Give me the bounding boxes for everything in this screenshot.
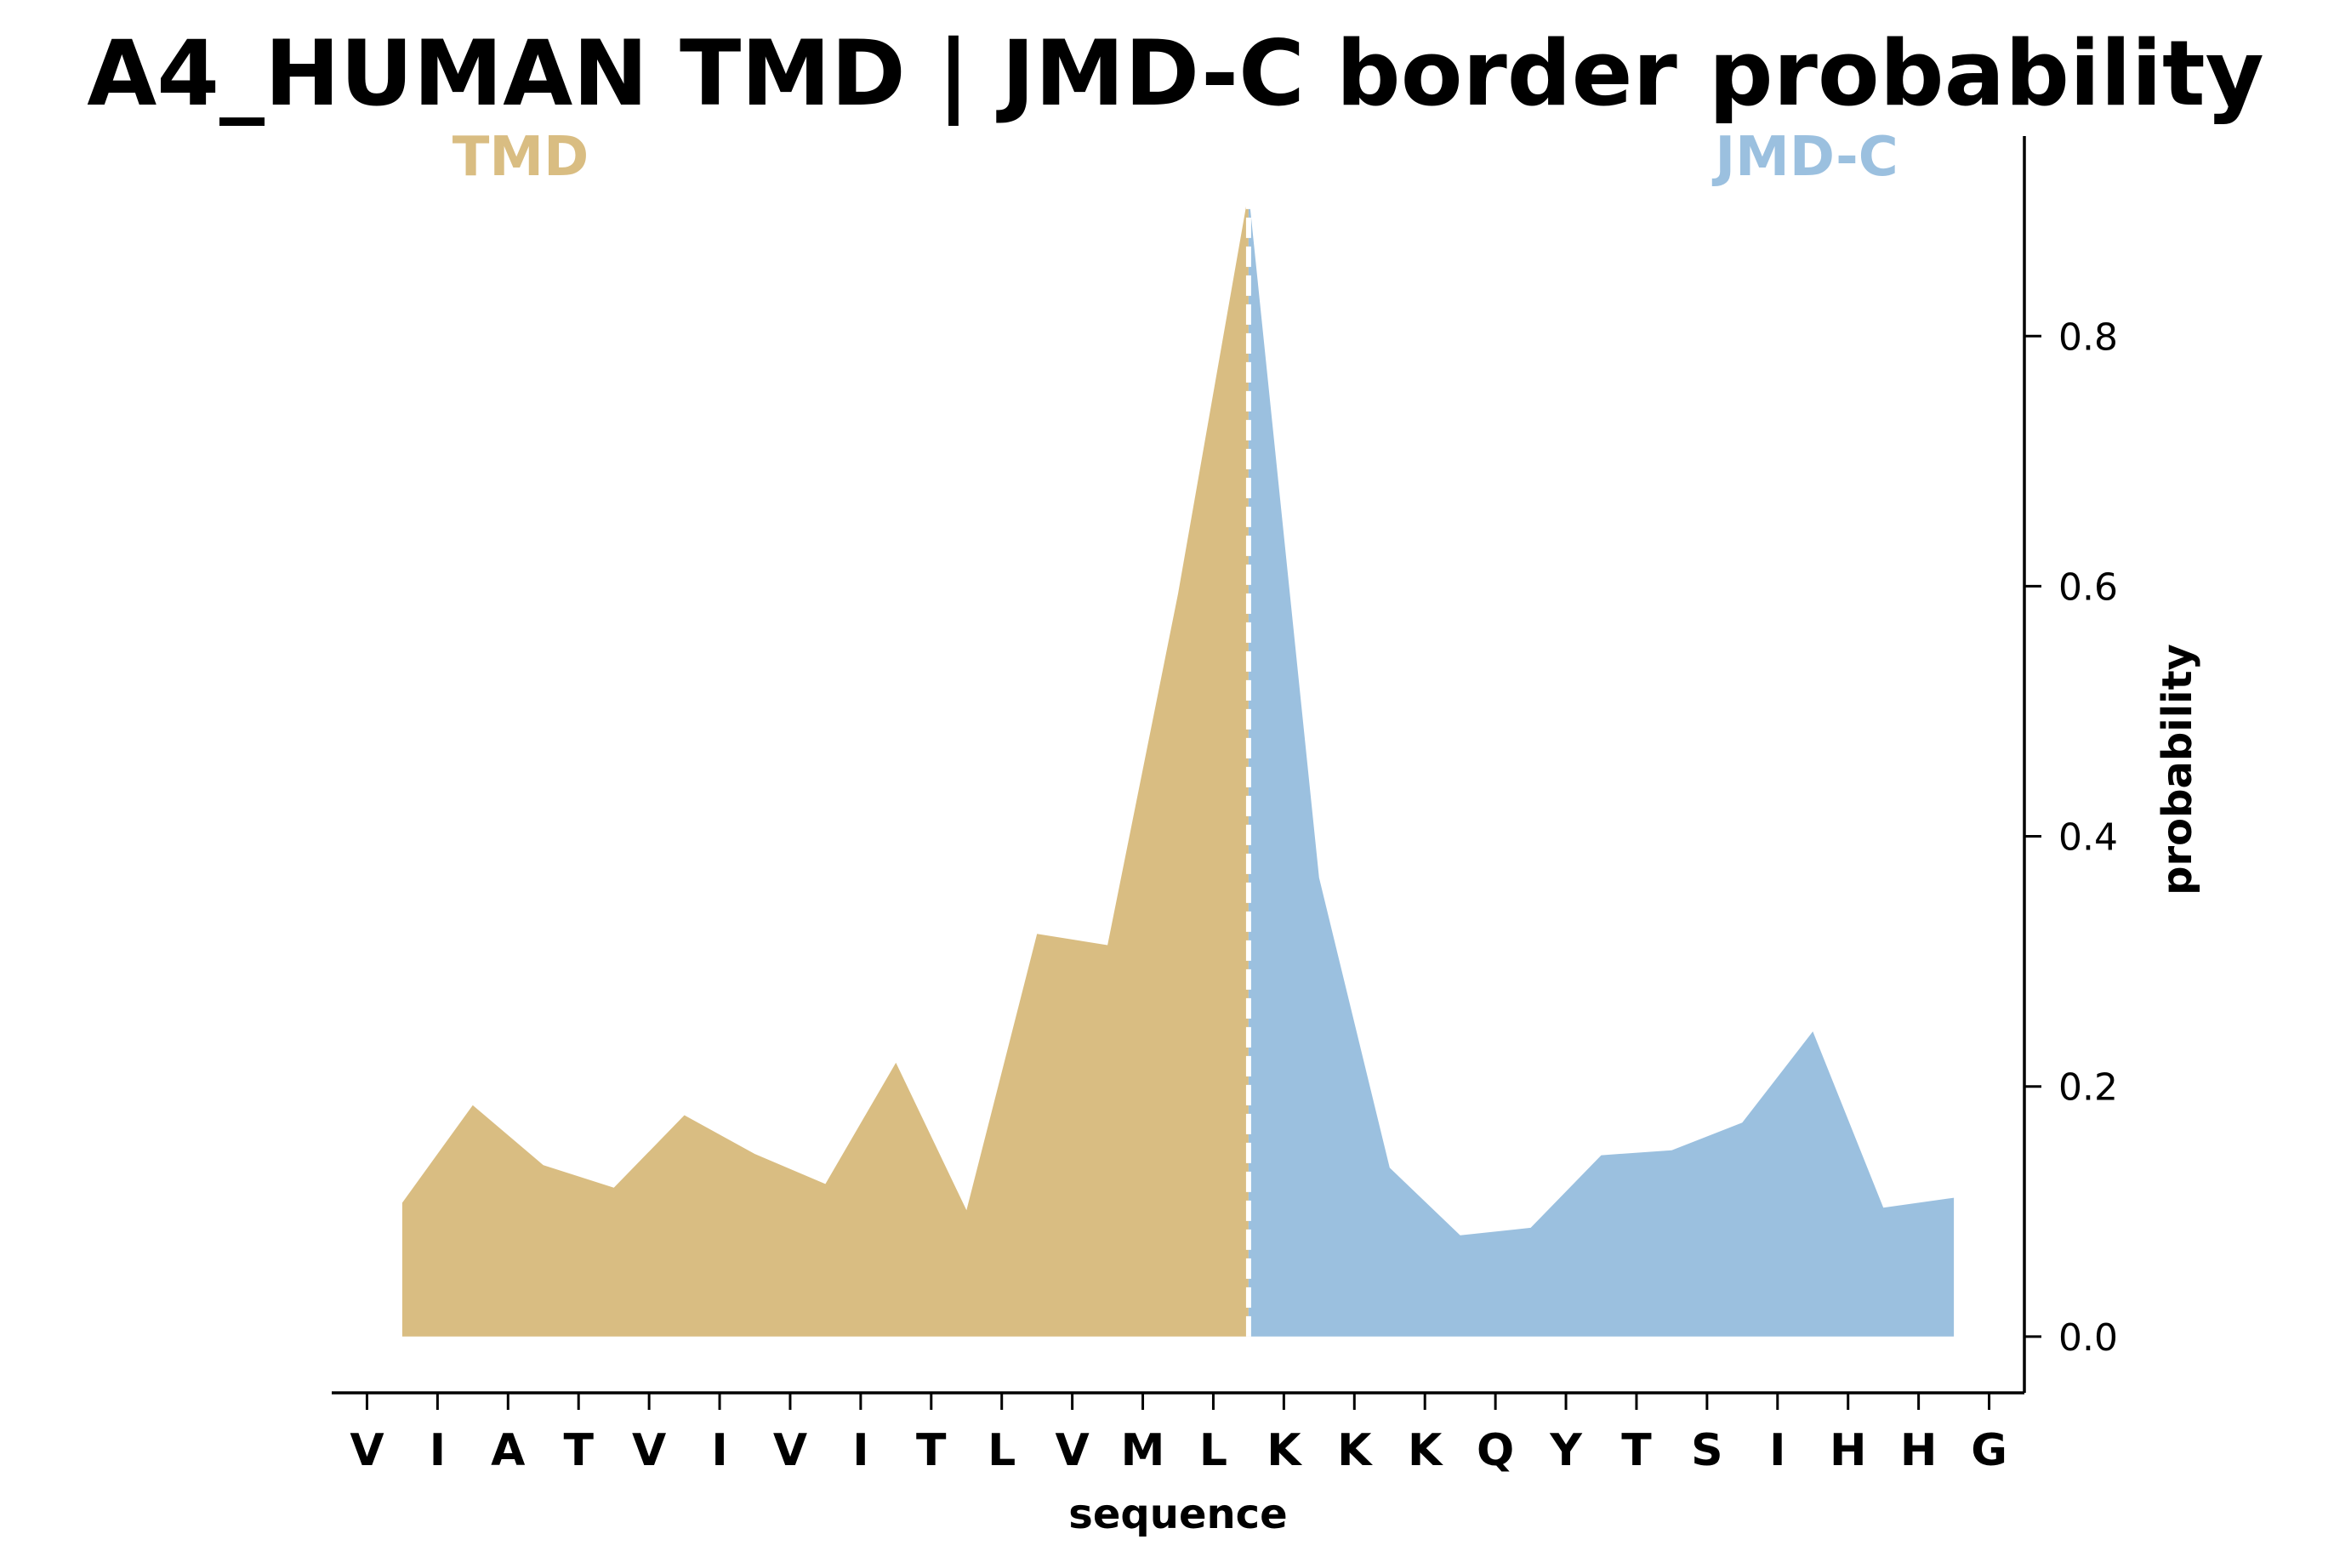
- x-tick-label-23: G: [1971, 1425, 2007, 1476]
- x-tick-label-17: Y: [1549, 1425, 1583, 1476]
- x-tick-label-21: H: [1830, 1425, 1867, 1476]
- x-tick-label-19: S: [1691, 1425, 1722, 1476]
- x-tick-label-20: I: [1769, 1425, 1785, 1476]
- x-tick-label-4: V: [632, 1425, 666, 1476]
- x-tick-label-0: V: [350, 1425, 384, 1476]
- x-tick-label-1: I: [430, 1425, 446, 1476]
- x-axis-label: sequence: [1068, 1491, 1287, 1538]
- y-tick-label-3: 0.6: [2058, 565, 2118, 609]
- area-jmd-c: [1248, 192, 1955, 1337]
- y-axis: 0.0 0.2 0.4 0.6 0.8: [2023, 136, 2118, 1393]
- y-tick-label-2: 0.4: [2058, 816, 2118, 860]
- x-tick-label-9: L: [988, 1425, 1016, 1476]
- x-tick-label-12: L: [1199, 1425, 1227, 1476]
- x-tick-label-16: Q: [1477, 1425, 1514, 1476]
- y-axis-label: probability: [2154, 644, 2201, 895]
- x-tick-label-18: T: [1621, 1425, 1652, 1476]
- x-tick-label-2: A: [491, 1425, 525, 1476]
- x-tick-label-22: H: [1900, 1425, 1938, 1476]
- x-tick-label-10: V: [1056, 1425, 1090, 1476]
- y-tick-label-4: 0.8: [2058, 315, 2118, 359]
- x-tick-label-6: V: [773, 1425, 807, 1476]
- x-tick-label-13: K: [1267, 1425, 1302, 1476]
- area-tmd: [401, 192, 1249, 1337]
- jmdc-region-label: JMD-C: [1711, 126, 1898, 189]
- probability-areas: [401, 192, 1955, 1337]
- x-tick-label-3: T: [563, 1425, 594, 1476]
- x-tick-label-11: M: [1121, 1425, 1165, 1476]
- chart-title: A4_HUMAN TMD | JMD-C border probability: [87, 21, 2264, 127]
- y-tick-label-0: 0.0: [2058, 1316, 2118, 1360]
- x-tick-label-7: I: [852, 1425, 868, 1476]
- tmd-region-label: TMD: [453, 126, 589, 189]
- x-tick-label-15: K: [1408, 1425, 1443, 1476]
- x-tick-label-8: T: [916, 1425, 947, 1476]
- x-tick-label-5: I: [711, 1425, 727, 1476]
- x-tick-label-14: K: [1337, 1425, 1373, 1476]
- y-tick-label-1: 0.2: [2058, 1066, 2118, 1110]
